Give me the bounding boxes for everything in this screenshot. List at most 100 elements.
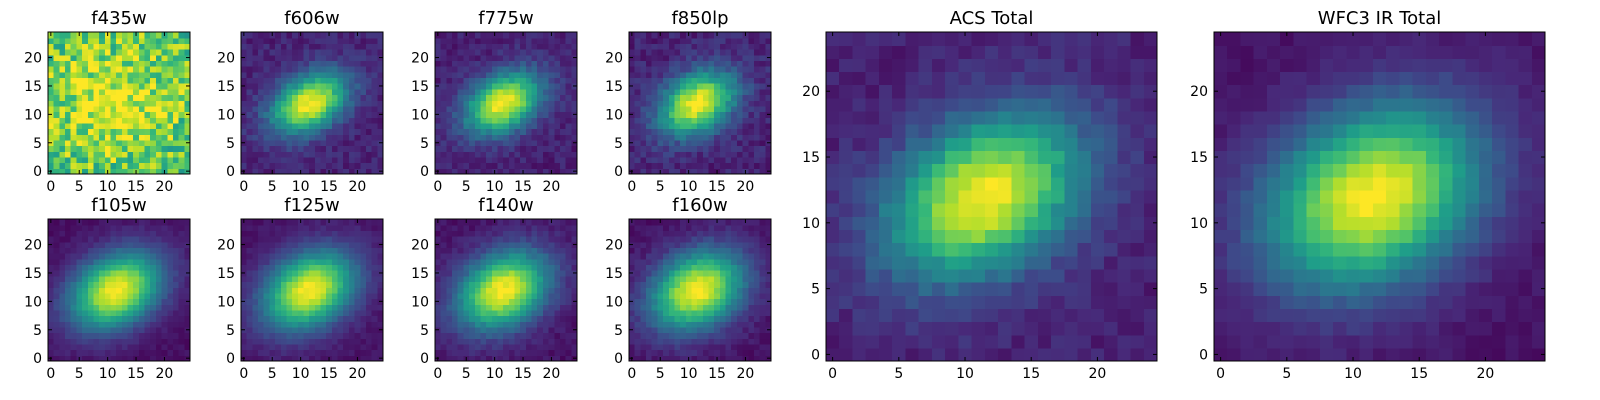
heatmap-cell	[503, 349, 510, 356]
heatmap-cell	[354, 43, 361, 50]
heatmap-cell	[457, 281, 464, 288]
heatmap-cell	[748, 32, 755, 39]
heatmap-cell	[320, 122, 327, 130]
heatmap-cell	[127, 122, 134, 130]
heatmap-cell	[326, 77, 333, 84]
heatmap-cell	[508, 343, 516, 351]
heatmap-cell	[309, 258, 316, 266]
heatmap-cell	[725, 139, 732, 147]
heatmap-cell	[565, 88, 572, 96]
heatmap-cell	[155, 264, 163, 271]
heatmap-cell	[110, 43, 117, 50]
heatmap-cell	[184, 275, 191, 283]
heatmap-cell	[571, 151, 578, 158]
heatmap-cell	[360, 105, 367, 113]
heatmap-cell	[331, 241, 339, 248]
heatmap-cell	[246, 349, 253, 356]
heatmap-cell	[297, 139, 305, 147]
heatmap-cell	[275, 66, 282, 73]
heatmap-cell	[116, 275, 123, 283]
heatmap-cell	[82, 139, 89, 147]
heatmap-cell	[559, 309, 567, 317]
heatmap-cell	[765, 315, 772, 322]
heatmap-cell	[537, 355, 544, 362]
heatmap-cell	[668, 60, 676, 67]
heatmap-cell	[542, 122, 550, 130]
heatmap-cell	[93, 224, 100, 231]
heatmap-cell	[178, 66, 185, 73]
heatmap-cell	[702, 88, 710, 96]
heatmap-cell	[348, 281, 356, 288]
heatmap-cell	[252, 315, 259, 322]
heatmap-cell	[280, 264, 288, 271]
heatmap-cell	[99, 37, 106, 44]
heatmap-cell	[731, 88, 738, 96]
heatmap-cell	[263, 304, 270, 311]
heatmap-cell	[70, 145, 77, 152]
heatmap-cell	[87, 151, 95, 158]
heatmap-cell	[241, 145, 248, 152]
heatmap-cell	[440, 100, 447, 107]
heatmap-cell	[452, 281, 459, 288]
heatmap-cell	[161, 60, 168, 67]
heatmap-cell	[446, 139, 453, 147]
heatmap-cell	[531, 32, 538, 39]
heatmap-cell	[343, 321, 350, 328]
heatmap-cell	[646, 37, 653, 44]
heatmap-cell	[765, 304, 772, 311]
heatmap-cell	[303, 88, 310, 96]
heatmap-cell	[93, 264, 100, 271]
heatmap-cell	[377, 275, 384, 283]
heatmap-cell	[314, 281, 322, 288]
heatmap-cell	[87, 94, 95, 101]
heatmap-cell	[565, 49, 572, 56]
heatmap-cell	[87, 321, 95, 328]
heatmap-cell	[309, 162, 316, 169]
heatmap-cell	[360, 270, 367, 277]
heatmap-cell	[457, 37, 464, 44]
heatmap-cell	[446, 258, 453, 266]
heatmap-cell	[161, 253, 168, 260]
heatmap-cell	[337, 287, 344, 294]
heatmap-cell	[138, 253, 146, 260]
heatmap-cell	[87, 241, 95, 248]
heatmap-cell	[708, 145, 715, 152]
x-tick-label: 5	[462, 366, 471, 382]
heatmap-cell	[685, 111, 693, 118]
heatmap-cell	[542, 37, 550, 44]
heatmap-cell	[70, 54, 77, 61]
heatmap-cell	[246, 88, 253, 96]
heatmap-cell	[309, 281, 316, 288]
heatmap-cell	[548, 321, 555, 328]
y-tick-label: 5	[33, 323, 42, 339]
heatmap-cell	[343, 332, 350, 339]
heatmap-cell	[486, 321, 493, 328]
heatmap-cell	[275, 315, 282, 322]
heatmap-cell	[116, 128, 123, 135]
heatmap-cell	[565, 270, 572, 277]
heatmap-cell	[121, 111, 129, 118]
heatmap-cell	[629, 60, 636, 67]
heatmap-cell	[531, 292, 538, 300]
heatmap-cell	[331, 219, 339, 226]
heatmap-cell	[691, 77, 698, 84]
heatmap-cell	[121, 287, 129, 294]
heatmap-cell	[708, 151, 715, 158]
heatmap-cell	[53, 100, 60, 107]
heatmap-cell	[59, 168, 66, 175]
heatmap-cell	[663, 355, 670, 362]
heatmap-cell	[280, 338, 288, 345]
heatmap-cell	[121, 100, 129, 107]
heatmap-cell	[263, 298, 270, 305]
heatmap-cell	[629, 281, 636, 288]
heatmap-cell	[258, 77, 265, 84]
heatmap-cell	[708, 37, 715, 44]
heatmap-cell	[150, 241, 157, 248]
heatmap-cell	[446, 230, 453, 237]
x-tick-label: 0	[433, 366, 442, 382]
heatmap-cell	[138, 66, 146, 73]
heatmap-cell	[110, 162, 117, 169]
heatmap-cell	[241, 292, 248, 300]
heatmap-cell	[303, 264, 310, 271]
